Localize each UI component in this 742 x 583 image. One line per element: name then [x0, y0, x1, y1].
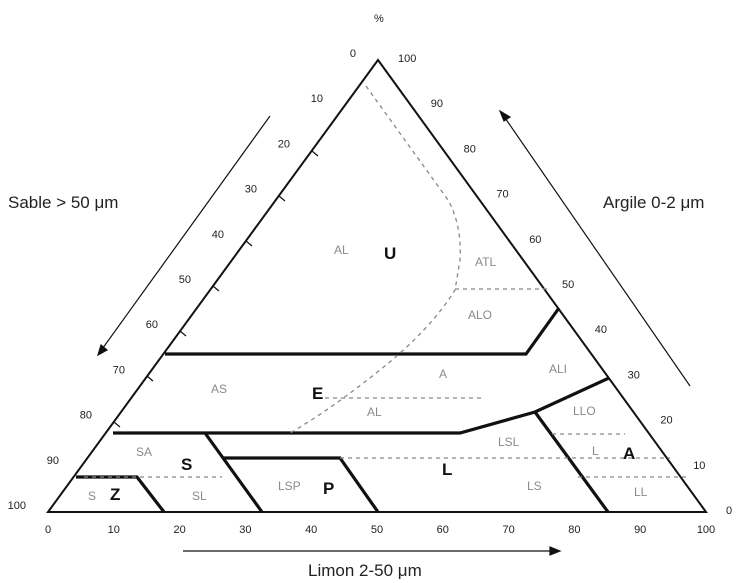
left-tick-label: 10 [311, 93, 323, 105]
zone-lsl: LSL [498, 435, 520, 449]
percent-label: % [374, 13, 384, 25]
left-tick-label: 0 [350, 48, 356, 60]
zone-labels: AL ATL ALO AS A AL ALI LLO SA LSL L LS L… [88, 243, 648, 503]
zone-lsp: LSP [278, 479, 301, 493]
clay-axis-title: Argile 0-2 μm [603, 193, 705, 212]
clay-arrow [502, 114, 691, 387]
sand-arrow [99, 115, 271, 353]
left-tick-label: 40 [212, 229, 224, 241]
sand-arrow-head [97, 343, 109, 357]
zone-ll: LL [634, 485, 648, 499]
zone-ali: ALI [549, 362, 567, 376]
bottom-tick-label: 50 [371, 524, 383, 536]
right-tick-label: 50 [562, 279, 574, 291]
zone-ls: LS [527, 479, 542, 493]
right-tick-label: 40 [595, 324, 607, 336]
boundary-s-l-a [533, 411, 610, 513]
tick-labels: 0 10 20 30 40 50 60 70 80 90 100010203040506070809… [8, 48, 732, 536]
zone-a: A [439, 367, 447, 381]
bottom-tick-label: 90 [634, 524, 646, 536]
bottom-tick-label: 20 [173, 524, 185, 536]
direction-arrows [97, 109, 691, 556]
bottom-tick-label: 30 [239, 524, 251, 536]
left-tick-marks [113, 150, 319, 428]
left-tick-label: 80 [80, 410, 92, 422]
group-u: U [384, 244, 396, 263]
left-tick-label: 70 [113, 364, 125, 376]
right-tick-label: 90 [431, 98, 443, 110]
zone-l-small: L [592, 444, 599, 458]
zone-sl: SL [192, 489, 207, 503]
group-p: P [323, 479, 334, 498]
zone-al-top: AL [334, 243, 349, 257]
bottom-tick-label: 80 [568, 524, 580, 536]
silt-arrow-head [549, 546, 562, 556]
boundary-e-s-l [113, 376, 610, 435]
clay-arrow-head [498, 109, 512, 122]
zone-alo: ALO [468, 308, 492, 322]
group-labels: U E S L A P Z [110, 244, 635, 504]
right-tick-label: 70 [496, 189, 508, 201]
dashed-boundaries [84, 85, 690, 478]
zone-s-small: S [88, 489, 96, 503]
group-e: E [312, 384, 323, 403]
zone-sa: SA [136, 445, 152, 459]
right-tick-label: 0 [726, 505, 732, 517]
left-tick-label: 50 [179, 274, 191, 286]
zone-as: AS [211, 382, 227, 396]
sand-axis-title: Sable > 50 μm [8, 193, 119, 212]
bottom-tick-label: 0 [45, 524, 51, 536]
zone-atl: ATL [475, 255, 496, 269]
silt-axis-title: Limon 2-50 μm [308, 561, 422, 580]
zone-llo: LLO [573, 404, 596, 418]
right-tick-label: 10 [693, 460, 705, 472]
group-l: L [442, 460, 452, 479]
right-tick-label: 20 [660, 415, 672, 427]
left-tick-label: 30 [245, 184, 257, 196]
bottom-tick-label: 10 [108, 524, 120, 536]
right-tick-label: 100 [398, 53, 416, 65]
left-tick-label: 90 [47, 455, 59, 467]
boundary-s-split [203, 432, 264, 513]
left-tick-label: 60 [146, 319, 158, 331]
right-tick-label: 80 [464, 143, 476, 155]
dash-al-curve [289, 85, 461, 434]
right-tick-label: 30 [628, 369, 640, 381]
bottom-tick-label: 100 [697, 524, 715, 536]
left-tick-label: 100 [8, 500, 26, 512]
group-z: Z [110, 485, 120, 504]
zone-al-mid: AL [367, 405, 382, 419]
left-tick-label: 20 [278, 138, 290, 150]
bottom-tick-label: 60 [437, 524, 449, 536]
right-tick-label: 60 [529, 234, 541, 246]
boundary-u-e [165, 307, 561, 356]
boundary-z [76, 475, 166, 513]
bottom-tick-label: 70 [502, 524, 514, 536]
group-s: S [181, 455, 192, 474]
bottom-tick-label: 40 [305, 524, 317, 536]
group-a: A [623, 444, 635, 463]
